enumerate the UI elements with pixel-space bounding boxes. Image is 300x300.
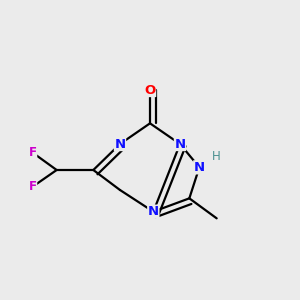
Text: methyl_placeholder: methyl_placeholder (0, 299, 1, 300)
Text: O: O (144, 83, 156, 97)
Text: F: F (29, 146, 37, 159)
Text: N: N (114, 137, 126, 151)
Text: N: N (148, 205, 159, 218)
Text: H: H (212, 150, 221, 163)
Text: methyl: methyl (0, 299, 1, 300)
Text: N: N (194, 161, 205, 174)
Text: F: F (29, 180, 37, 193)
Text: N: N (174, 137, 186, 151)
